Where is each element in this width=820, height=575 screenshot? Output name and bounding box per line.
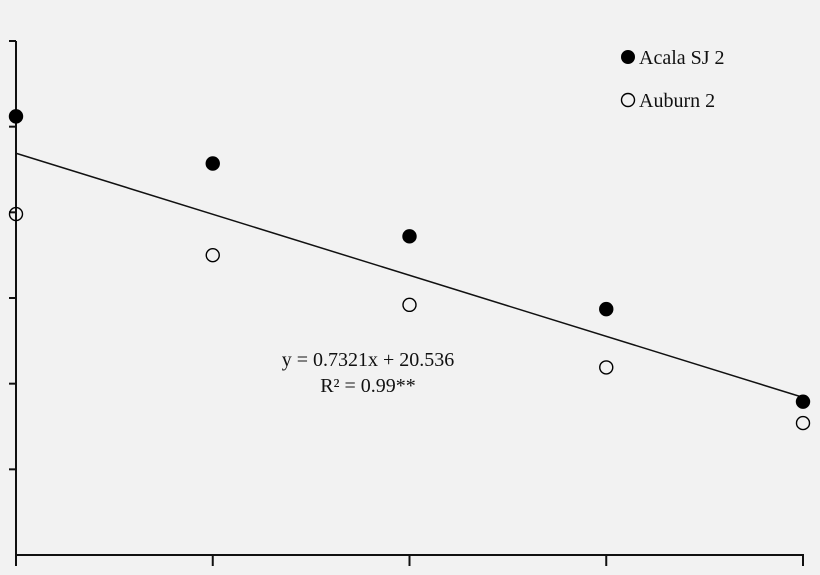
legend-label-acala: Acala SJ 2: [639, 47, 725, 69]
point-auburn2: [8, 206, 24, 222]
point-acala-sj2: [8, 109, 24, 124]
legend-marker-auburn: [620, 92, 636, 108]
point-acala-sj2: [205, 156, 220, 171]
trendline: [15, 152, 804, 399]
point-auburn2: [402, 297, 417, 313]
point-auburn2: [599, 360, 614, 375]
point-auburn2: [795, 415, 811, 431]
trendline-group: [15, 152, 804, 399]
point-acala-sj2: [599, 301, 614, 317]
r-squared-label: R² = 0.99**: [320, 375, 416, 397]
legend-marker-acala: [621, 50, 635, 64]
points-group: [8, 109, 811, 431]
legend: Acala SJ 2 Auburn 2: [620, 47, 725, 112]
axes: [9, 40, 804, 566]
point-auburn2: [205, 247, 220, 263]
point-acala-sj2: [402, 229, 417, 244]
point-acala-sj2: [795, 394, 811, 409]
regression-equation: y = 0.7321x + 20.536: [282, 349, 455, 371]
legend-label-auburn: Auburn 2: [639, 90, 715, 112]
